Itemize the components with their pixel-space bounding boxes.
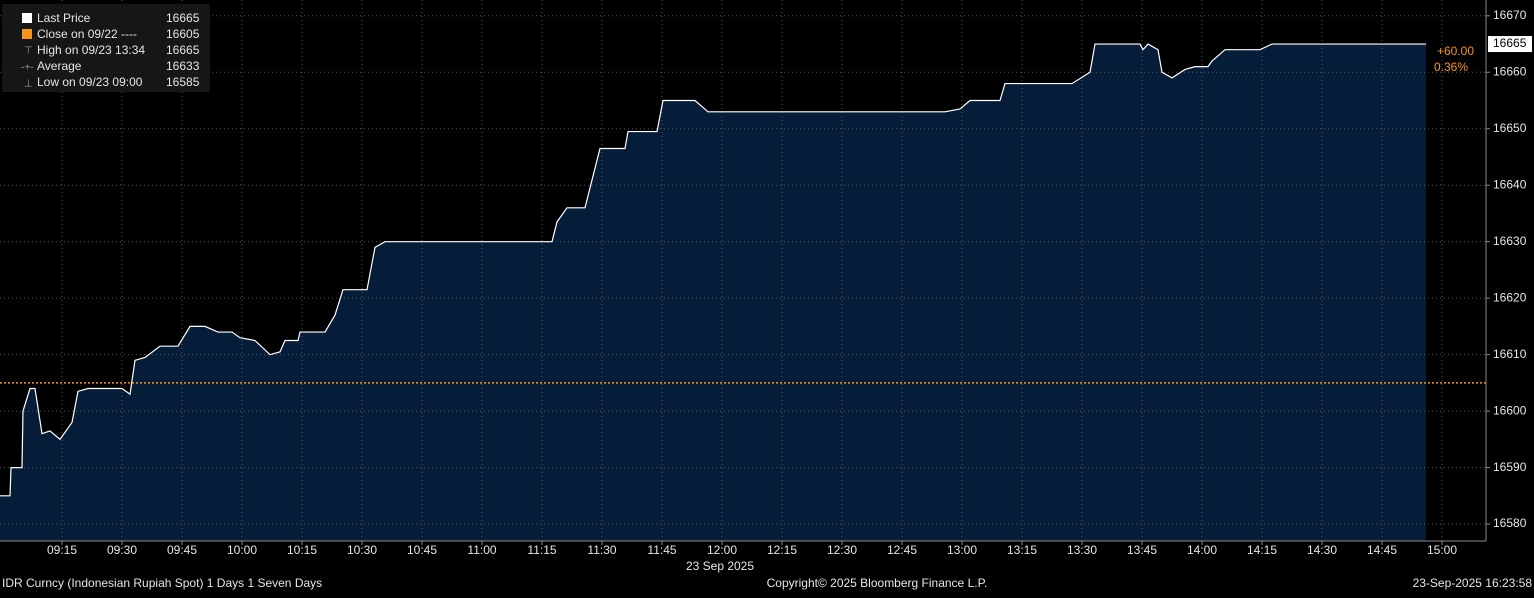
legend-swatch bbox=[22, 13, 32, 23]
y-tick-label: 16630 bbox=[1493, 234, 1527, 248]
change-pct-label: 0.36% bbox=[1434, 60, 1468, 74]
y-tick-label: 16610 bbox=[1493, 347, 1527, 361]
y-tick-label: 16620 bbox=[1493, 290, 1527, 304]
footer-right: 23-Sep-2025 16:23:58 bbox=[1413, 576, 1533, 590]
x-tick-label: 10:45 bbox=[407, 543, 437, 557]
x-tick-label: 13:15 bbox=[1007, 543, 1037, 557]
x-date-label: 23 Sep 2025 bbox=[686, 559, 754, 573]
y-tick-label: 16590 bbox=[1493, 460, 1527, 474]
x-tick-label: 09:15 bbox=[47, 543, 77, 557]
legend-icon: ⊥ bbox=[24, 79, 33, 90]
x-tick-label: 10:30 bbox=[347, 543, 377, 557]
y-tick-label: 16640 bbox=[1493, 177, 1527, 191]
x-tick-label: 12:00 bbox=[707, 543, 737, 557]
x-tick-label: 09:45 bbox=[167, 543, 197, 557]
x-tick-label: 13:45 bbox=[1127, 543, 1157, 557]
x-tick-label: 11:15 bbox=[527, 543, 556, 557]
legend-label: Close on 09/22 ---- bbox=[37, 27, 137, 41]
legend-swatch bbox=[22, 29, 32, 39]
x-tick-label: 12:15 bbox=[767, 543, 797, 557]
x-tick-label: 15:00 bbox=[1427, 543, 1457, 557]
y-tick-label: 16660 bbox=[1493, 64, 1527, 78]
legend-value: 16605 bbox=[166, 27, 200, 41]
x-tick-label: 12:45 bbox=[887, 543, 917, 557]
x-tick-label: 14:30 bbox=[1307, 543, 1337, 557]
x-tick-label: 10:00 bbox=[227, 543, 257, 557]
x-tick-label: 11:30 bbox=[587, 543, 616, 557]
x-tick-label: 09:30 bbox=[107, 543, 137, 557]
x-tick-label: 12:30 bbox=[827, 543, 857, 557]
y-tick-label: 16670 bbox=[1493, 8, 1527, 22]
legend-label: Average bbox=[37, 59, 82, 73]
x-tick-label: 13:00 bbox=[947, 543, 977, 557]
legend-value: 16665 bbox=[166, 11, 200, 25]
x-tick-label: 13:30 bbox=[1067, 543, 1097, 557]
y-tick-label: 16650 bbox=[1493, 121, 1527, 135]
legend: ⊤ -+- ⊥ Last Price 16665 Close on 09/22 --… bbox=[2, 4, 210, 92]
legend-value: 16633 bbox=[166, 59, 200, 73]
legend-label: Last Price bbox=[37, 11, 91, 25]
legend-box bbox=[2, 4, 210, 92]
legend-icon: ⊤ bbox=[24, 46, 33, 57]
legend-value: 16665 bbox=[166, 43, 200, 57]
legend-label: Low on 09/23 09:00 bbox=[37, 75, 143, 89]
footer-left: IDR Curncy (Indonesian Rupiah Spot) 1 Da… bbox=[2, 576, 322, 590]
last-price-label: 16665 bbox=[1493, 36, 1527, 50]
last-price-tag bbox=[1488, 36, 1532, 53]
x-tick-label: 11:45 bbox=[647, 543, 676, 557]
x-tick-label: 11:00 bbox=[467, 543, 496, 557]
price-line bbox=[0, 43, 1426, 497]
y-tick-label: 16580 bbox=[1493, 516, 1527, 530]
y-tick-label: 16600 bbox=[1493, 403, 1527, 417]
plot: 16580 16590 16600 16610 16620 16630 16640 16650… bbox=[0, 0, 1532, 557]
x-tick-label: 10:15 bbox=[287, 543, 317, 557]
legend-icon: -+- bbox=[21, 63, 34, 74]
x-tick-label: 14:00 bbox=[1187, 543, 1217, 557]
footer-center: Copyright© 2025 Bloomberg Finance L.P. bbox=[767, 576, 988, 590]
legend-value: 16585 bbox=[166, 75, 200, 89]
change-label: +60.00 bbox=[1437, 44, 1474, 58]
legend-label: High on 09/23 13:34 bbox=[37, 43, 145, 57]
x-tick-label: 14:45 bbox=[1367, 543, 1397, 557]
x-tick-label: 14:15 bbox=[1247, 543, 1277, 557]
area bbox=[0, 44, 1426, 542]
